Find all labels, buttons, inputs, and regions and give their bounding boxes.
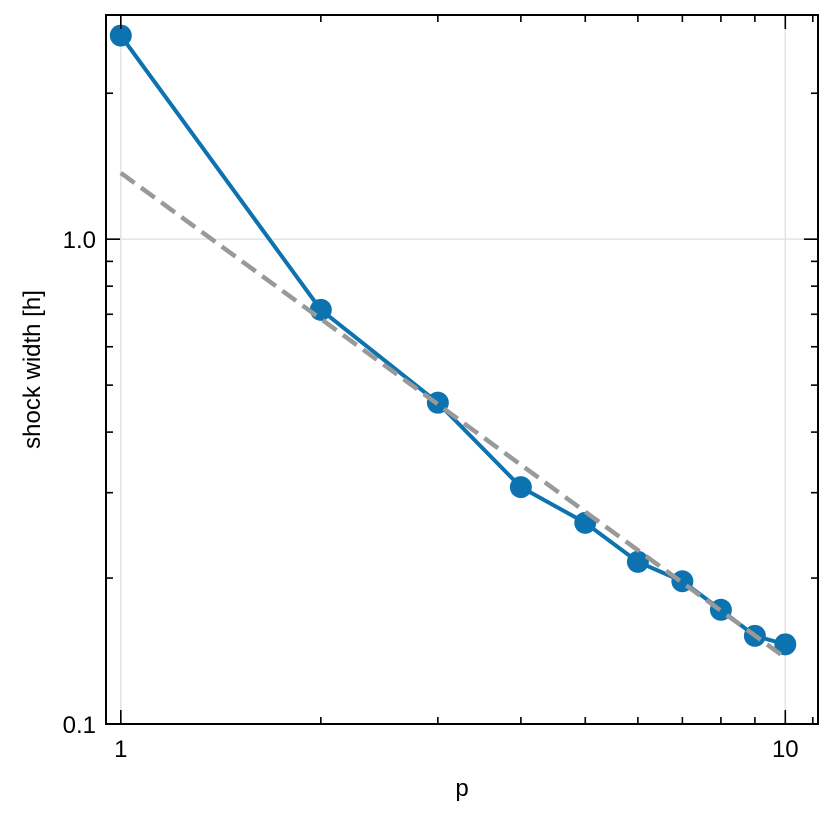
y-axis-label: shock width [h] [19, 290, 46, 449]
fit-dashed-line [119, 171, 787, 660]
data-point [626, 550, 649, 573]
data-point [109, 24, 132, 47]
x-tick-label: 10 [772, 736, 799, 763]
y-tick-label: 1.0 [63, 227, 96, 254]
data-point [309, 298, 332, 321]
series-layer [109, 24, 797, 660]
y-tick-label: 0.1 [63, 712, 96, 739]
grid-layer [106, 15, 818, 725]
tick-labels-layer: 1 10 0.1 1.0 [63, 227, 799, 763]
series-line [119, 34, 786, 647]
plot-frame [105, 14, 819, 725]
x-axis-label: p [455, 775, 468, 802]
ticks-layer [106, 15, 818, 725]
data-point [509, 476, 532, 499]
data-point [774, 633, 797, 656]
x-tick-label: 1 [114, 736, 127, 763]
